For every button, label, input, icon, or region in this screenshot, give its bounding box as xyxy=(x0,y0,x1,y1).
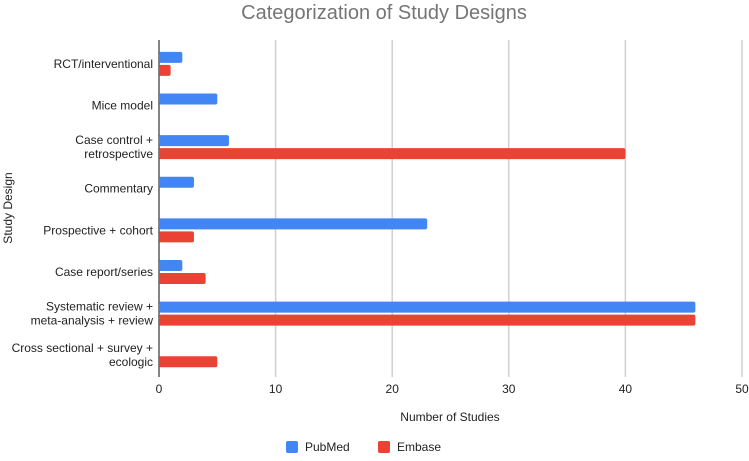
x-tick-label: 50 xyxy=(735,382,749,396)
y-category-label: RCT/interventional xyxy=(54,57,153,71)
y-category-label: retrospective xyxy=(84,147,153,161)
x-tick-label: 30 xyxy=(502,382,516,396)
bar-pubmed xyxy=(159,218,428,230)
y-category-label: Case control + xyxy=(75,133,153,147)
y-category-label: Cross sectional + survey + xyxy=(12,341,153,355)
x-tick-label: 0 xyxy=(156,382,163,396)
bar-embase xyxy=(159,64,171,76)
y-axis-label: Study Design xyxy=(1,172,15,243)
bar-pubmed xyxy=(159,51,183,63)
chart-title: Categorization of Study Designs xyxy=(241,2,527,24)
bar-embase xyxy=(159,148,626,160)
legend-swatch-embase xyxy=(378,441,390,453)
bar-pubmed xyxy=(159,176,194,188)
legend-label: Embase xyxy=(397,440,441,454)
bar-embase xyxy=(159,356,218,368)
bar-embase xyxy=(159,272,206,284)
legend: PubMed Embase xyxy=(286,440,441,454)
bar-pubmed xyxy=(159,259,183,271)
y-category-label: Case report/series xyxy=(55,265,153,279)
bar-pubmed xyxy=(159,301,696,313)
x-axis-label: Number of Studies xyxy=(400,410,499,424)
y-category-label: ecologic xyxy=(109,355,153,369)
x-tick-label: 10 xyxy=(269,382,283,396)
x-tick-label: 20 xyxy=(386,382,400,396)
bar-pubmed xyxy=(159,135,229,147)
bar-embase xyxy=(159,231,194,243)
bar-embase xyxy=(159,314,696,326)
y-category-label: Mice model xyxy=(92,98,153,112)
y-category-label: Systematic review + xyxy=(46,300,153,314)
bar-pubmed xyxy=(159,93,218,105)
y-category-label: meta-analysis + review xyxy=(31,314,154,328)
legend-label: PubMed xyxy=(305,440,350,454)
y-category-label: Commentary xyxy=(84,182,153,196)
x-tick-label: 40 xyxy=(619,382,633,396)
y-category-label: Prospective + cohort xyxy=(43,223,153,237)
legend-swatch-pubmed xyxy=(286,441,298,453)
